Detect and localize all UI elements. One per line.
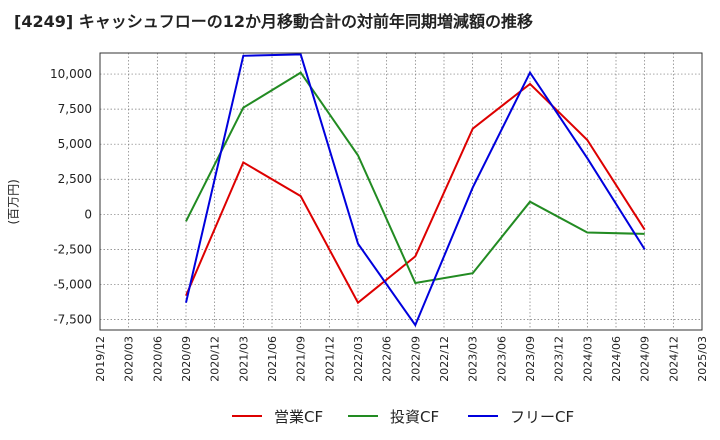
series-lines xyxy=(185,53,646,328)
x-tick-label: 2022/06 xyxy=(381,336,394,382)
plot-frame xyxy=(99,52,703,331)
y-tick-label: 2,500 xyxy=(58,172,92,186)
x-tick-labels: 2019/12 2020/03 2020/06 2020/09 2020/12 2021/… xyxy=(94,336,709,382)
x-tick-label: 2024/09 xyxy=(639,336,652,382)
legend-swatch-free-cf xyxy=(468,415,498,417)
legend-item-investing-cf: 投資CF xyxy=(348,404,439,428)
legend-label-investing-cf: 投資CF xyxy=(390,407,440,426)
legend-item-free-cf: フリーCF xyxy=(468,404,574,428)
y-tick-label: -5,000 xyxy=(53,277,92,291)
legend-label-operating-cf: 営業CF xyxy=(274,407,324,426)
series-line-free-cf xyxy=(185,53,646,328)
x-tick-label: 2023/09 xyxy=(524,336,537,382)
x-tick-label: 2023/03 xyxy=(467,336,480,382)
y-tick-label: 0 xyxy=(84,207,92,221)
y-tick-labels: 10,000 7,500 5,000 2,500 0 -2,500 -5,000 -7,500 xyxy=(50,67,92,326)
x-tick-label: 2021/12 xyxy=(323,336,336,382)
x-tick-label: 2020/09 xyxy=(180,336,193,382)
legend-item-operating-cf: 営業CF xyxy=(232,404,323,428)
x-tick-label: 2024/03 xyxy=(581,336,594,382)
legend: 営業CF 投資CF フリーCF xyxy=(0,404,720,428)
x-tick-label: 2023/06 xyxy=(495,336,508,382)
legend-label-free-cf: フリーCF xyxy=(510,407,575,426)
x-tick-label: 2021/06 xyxy=(266,336,279,382)
x-tick-label: 2020/12 xyxy=(209,336,222,382)
y-tick-label: 10,000 xyxy=(50,67,92,81)
x-tick-label: 2021/09 xyxy=(295,336,308,382)
x-tick-label: 2024/12 xyxy=(667,336,680,382)
y-tick-label: 7,500 xyxy=(58,102,92,116)
x-tick-label: 2020/06 xyxy=(151,336,164,382)
x-tick-label: 2025/03 xyxy=(696,336,709,382)
x-tick-label: 2023/12 xyxy=(553,336,566,382)
series-line-operating-cf xyxy=(185,82,646,305)
series-line-investing-cf xyxy=(185,71,645,285)
chart-title: [4249] キャッシュフローの12か月移動合計の対前年同期増減額の推移 xyxy=(14,12,533,31)
x-tick-label: 2020/03 xyxy=(123,336,136,382)
x-tick-label: 2021/03 xyxy=(237,336,250,382)
y-tick-label: -7,500 xyxy=(53,312,92,326)
x-tick-label: 2022/09 xyxy=(409,336,422,382)
y-tick-label: -2,500 xyxy=(53,242,92,256)
chart-plot: 10,000 7,500 5,000 2,500 0 -2,500 -5,000 -7,500… xyxy=(50,52,709,382)
x-tick-label: 2022/03 xyxy=(352,336,365,382)
x-tick-label: 2019/12 xyxy=(94,336,107,382)
x-tick-label: 2022/12 xyxy=(438,336,451,382)
legend-swatch-investing-cf xyxy=(348,415,378,417)
x-tick-label: 2024/06 xyxy=(610,336,623,382)
y-tick-label: 5,000 xyxy=(58,137,92,151)
legend-swatch-operating-cf xyxy=(232,415,262,417)
